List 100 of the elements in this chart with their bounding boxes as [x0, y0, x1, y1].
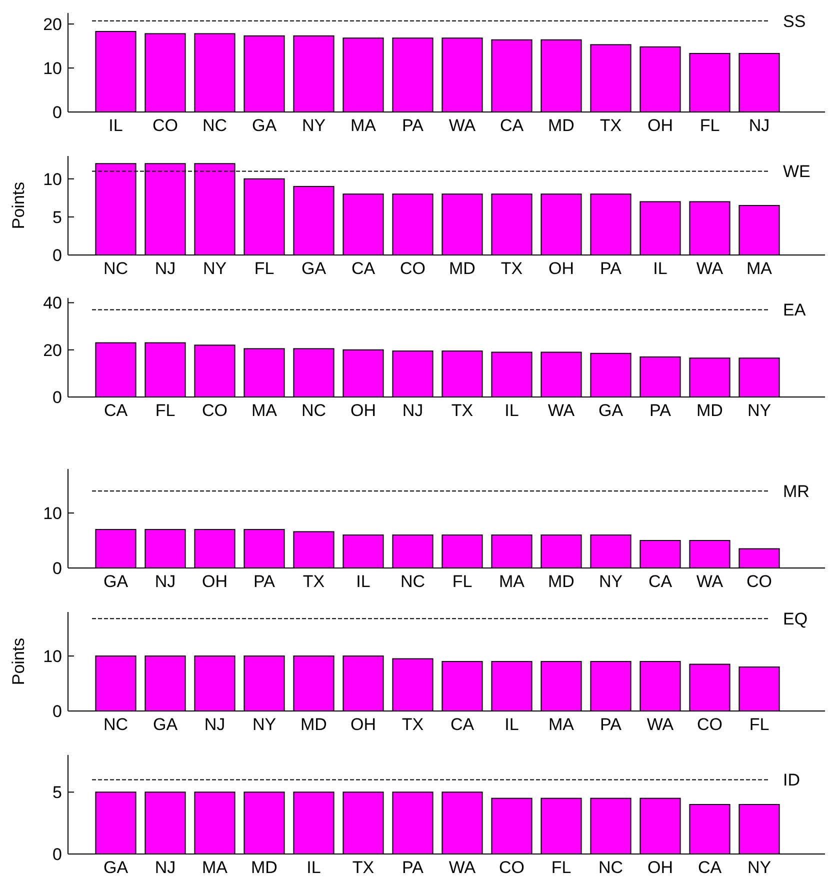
- x-tick-label: NJ: [154, 858, 176, 877]
- x-tick-label: WA: [448, 116, 476, 135]
- x-tick-label: CO: [202, 401, 228, 420]
- x-tick-label: NY: [747, 858, 772, 877]
- x-tick-label: MD: [548, 572, 574, 591]
- x-tick-label: MA: [499, 572, 526, 591]
- x-tick-label: GA: [598, 401, 624, 420]
- x-tick-label: FL: [700, 116, 720, 135]
- x-tick-label: MD: [449, 259, 476, 278]
- y-tick-label: 0: [52, 246, 62, 265]
- x-tick-label: NJ: [402, 401, 424, 420]
- x-tick-label: FL: [254, 259, 274, 278]
- x-tick-label: GA: [103, 858, 129, 877]
- x-tick-label: PA: [600, 715, 622, 734]
- x-tick-label: WA: [548, 401, 576, 420]
- y-tick-label: 0: [52, 702, 62, 721]
- x-tick-label: CA: [500, 116, 524, 135]
- y-axis-title: Points: [9, 182, 28, 230]
- x-tick-label: NC: [103, 259, 128, 278]
- ref-line-label: EQ: [783, 610, 808, 629]
- y-axis-title: Points: [9, 638, 28, 686]
- x-tick-label: CO: [400, 259, 426, 278]
- x-tick-label: TX: [302, 572, 325, 591]
- ref-line-label: EA: [783, 300, 806, 320]
- y-tick-label: 5: [52, 783, 62, 802]
- x-tick-label: MD: [300, 715, 327, 734]
- x-tick-label: CA: [351, 259, 376, 278]
- x-tick-label: NY: [747, 401, 772, 420]
- x-tick-label: PA: [650, 401, 672, 420]
- x-tick-label: NJ: [748, 116, 770, 135]
- x-tick-label: MA: [350, 116, 377, 135]
- x-tick-label: MD: [548, 116, 574, 135]
- x-tick-label: GA: [103, 572, 129, 591]
- x-tick-label: IL: [504, 715, 519, 734]
- x-tick-label: TX: [451, 401, 474, 420]
- x-tick-label: CO: [152, 116, 178, 135]
- x-tick-label: CA: [698, 858, 722, 877]
- x-tick-label: WA: [696, 259, 724, 278]
- x-tick-label: FL: [749, 715, 770, 734]
- y-tick-label: 20: [43, 14, 62, 34]
- x-tick-label: OH: [350, 715, 376, 734]
- x-tick-label: WA: [696, 572, 724, 591]
- x-tick-label: WA: [646, 715, 674, 734]
- x-tick-label: NY: [202, 259, 227, 278]
- x-tick-label: MD: [696, 401, 723, 420]
- y-tick-label: 10: [43, 170, 62, 189]
- x-tick-label: MA: [548, 715, 575, 734]
- x-tick-label: FL: [452, 572, 472, 591]
- x-tick-label: TX: [402, 715, 424, 734]
- x-tick-label: PA: [254, 572, 276, 591]
- x-tick-label: PA: [402, 858, 424, 877]
- x-tick-label: IL: [356, 572, 370, 591]
- x-tick-label: NJ: [154, 572, 176, 591]
- x-tick-label: OH: [202, 572, 228, 591]
- x-tick-label: PA: [600, 259, 622, 278]
- x-tick-label: CA: [648, 572, 673, 591]
- x-tick-label: OH: [350, 401, 376, 420]
- x-tick-label: GA: [152, 715, 178, 734]
- x-tick-label: NJ: [204, 715, 226, 734]
- x-tick-label: CO: [499, 858, 524, 877]
- ref-line-label: MR: [783, 482, 810, 501]
- y-tick-label: 0: [52, 844, 62, 864]
- x-tick-label: OH: [648, 858, 673, 877]
- x-tick-label: NY: [598, 572, 623, 591]
- ref-line-label: SS: [783, 12, 806, 31]
- x-tick-label: NC: [598, 858, 624, 877]
- x-tick-label: NJ: [154, 259, 176, 278]
- x-tick-label: IL: [108, 116, 123, 135]
- x-tick-label: GA: [301, 259, 327, 278]
- x-tick-label: NY: [252, 715, 276, 734]
- x-tick-label: FL: [155, 401, 176, 420]
- x-tick-label: PA: [402, 116, 424, 135]
- ref-line-label: WE: [783, 162, 810, 182]
- y-tick-label: 10: [43, 58, 62, 78]
- x-tick-label: NC: [400, 572, 426, 591]
- x-tick-label: IL: [653, 259, 668, 278]
- x-tick-label: NY: [302, 116, 326, 135]
- x-tick-label: WA: [448, 858, 476, 877]
- y-tick-label: 20: [43, 340, 62, 360]
- ref-line-label: ID: [783, 770, 800, 790]
- y-tick-label: 10: [43, 646, 62, 666]
- x-tick-label: MA: [202, 858, 228, 877]
- y-tick-label: 0: [52, 388, 62, 407]
- y-tick-label: 40: [43, 294, 62, 313]
- x-tick-label: IL: [504, 401, 519, 420]
- x-tick-label: OH: [548, 259, 574, 278]
- x-tick-label: NC: [301, 401, 326, 420]
- x-tick-label: TX: [500, 259, 523, 278]
- x-tick-label: OH: [648, 116, 673, 135]
- x-tick-label: FL: [551, 858, 572, 877]
- x-tick-label: NC: [202, 116, 228, 135]
- x-tick-label: IL: [306, 858, 321, 877]
- x-tick-label: MD: [251, 858, 278, 877]
- x-tick-label: GA: [252, 116, 278, 135]
- x-tick-label: CO: [697, 715, 722, 734]
- x-tick-label: CA: [104, 401, 128, 420]
- x-tick-label: TX: [600, 116, 622, 135]
- y-tick-label: 0: [52, 102, 62, 122]
- y-tick-label: 10: [43, 504, 62, 523]
- x-tick-label: MA: [746, 259, 773, 278]
